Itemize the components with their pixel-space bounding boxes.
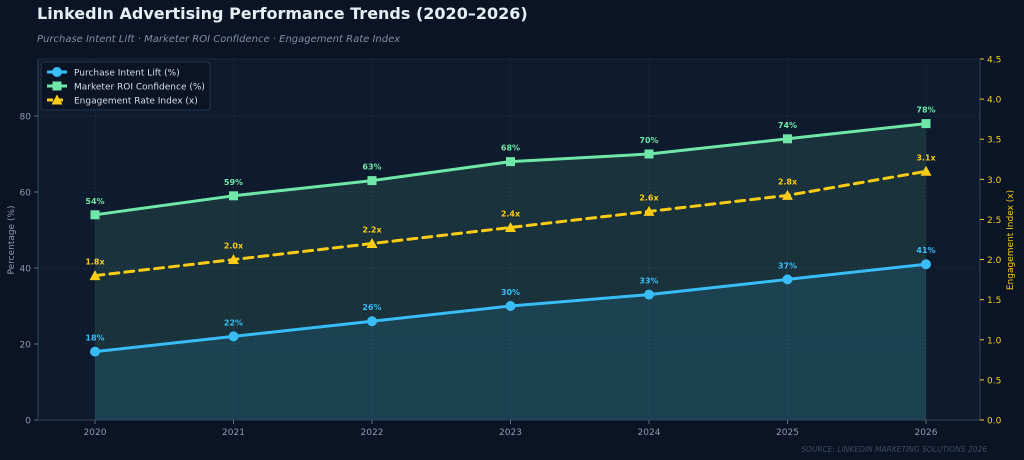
data-label: 2.6x <box>639 193 659 202</box>
data-point <box>367 316 377 327</box>
data-label: 2.4x <box>501 209 521 218</box>
data-label: 30% <box>501 288 520 297</box>
chart-subtitle: Purchase Intent Lift · Marketer ROI Conf… <box>37 34 401 45</box>
data-label: 54% <box>85 197 104 206</box>
data-label: 59% <box>224 178 243 187</box>
y-tick-label-left: 60 <box>20 189 32 199</box>
data-label: 26% <box>362 303 381 312</box>
y-tick-label-right: 1.0 <box>987 336 1002 346</box>
y-tick-label-right: 1.5 <box>987 296 1001 306</box>
data-label: 78% <box>916 106 935 115</box>
plot-area <box>38 59 980 420</box>
data-point <box>644 289 654 300</box>
data-point <box>506 157 515 167</box>
data-point <box>643 205 655 216</box>
chart-title: LinkedIn Advertising Performance Trends … <box>37 4 528 23</box>
x-tick-label: 2026 <box>915 428 938 438</box>
data-point <box>782 189 793 200</box>
data-point <box>229 191 238 201</box>
legend-entry: Marketer ROI Confidence (%) <box>74 83 205 93</box>
data-point <box>90 346 100 357</box>
y-tick-label-left: 0 <box>25 417 31 427</box>
x-tick-label: 2022 <box>361 428 384 438</box>
area-fill <box>95 123 926 420</box>
legend-box <box>40 61 211 111</box>
y-tick-label-right: 0.0 <box>987 417 1002 427</box>
x-tick-label: 2025 <box>776 428 799 438</box>
y-tick-label-left: 40 <box>20 265 32 275</box>
x-tick-label: 2023 <box>499 428 522 438</box>
y-tick-label-right: 3.5 <box>987 136 1001 146</box>
data-label: 2.0x <box>224 242 244 251</box>
area-fill <box>95 264 926 420</box>
data-label: 63% <box>362 163 381 172</box>
data-label: 18% <box>85 334 104 343</box>
y-tick-label-left: 20 <box>20 341 32 351</box>
legend-marker <box>52 81 62 91</box>
data-point <box>89 270 101 281</box>
data-label: 41% <box>916 246 935 255</box>
data-point <box>367 176 377 186</box>
data-point <box>228 331 239 342</box>
data-point <box>90 210 100 220</box>
y-tick-label-right: 3.0 <box>987 176 1002 186</box>
data-point <box>228 254 239 265</box>
y-tick-label-left: 80 <box>20 113 32 123</box>
legend-marker <box>51 94 63 105</box>
data-label: 2.8x <box>778 177 798 186</box>
y-tick-label-right: 2.5 <box>987 216 1001 226</box>
legend-marker <box>52 67 62 77</box>
y-tick-label-right: 4.0 <box>987 96 1002 106</box>
data-point <box>783 134 792 144</box>
y-axis-label-right: Engagement Index (x) <box>1006 190 1016 290</box>
data-label: 22% <box>224 318 243 327</box>
data-label: 2.2x <box>362 226 382 235</box>
data-label: 33% <box>639 277 658 286</box>
data-label: 74% <box>778 121 797 130</box>
data-point <box>644 149 654 159</box>
data-label: 37% <box>778 261 797 270</box>
y-tick-label-right: 2.0 <box>987 256 1002 266</box>
y-tick-label-right: 4.5 <box>987 56 1001 66</box>
data-label: 68% <box>501 144 520 153</box>
data-point <box>921 119 931 129</box>
data-point <box>505 301 516 311</box>
y-tick-label-right: 0.5 <box>987 376 1001 386</box>
data-point <box>366 238 378 249</box>
data-point <box>920 165 932 176</box>
y-axis-label-left: Percentage (%) <box>7 205 17 274</box>
data-point <box>782 274 793 285</box>
x-tick-label: 2021 <box>222 428 245 438</box>
source-note: SOURCE: LINKEDIN MARKETING SOLUTIONS 202… <box>801 445 987 454</box>
legend-entry: Purchase Intent Lift (%) <box>74 69 180 79</box>
data-label: 70% <box>639 136 658 145</box>
data-point <box>505 221 516 232</box>
data-point <box>921 259 931 270</box>
x-tick-label: 2024 <box>638 428 661 438</box>
data-label: 3.1x <box>916 153 936 162</box>
x-tick-label: 2020 <box>84 428 107 438</box>
legend-entry: Engagement Rate Index (x) <box>74 97 198 107</box>
data-label: 1.8x <box>85 258 105 267</box>
